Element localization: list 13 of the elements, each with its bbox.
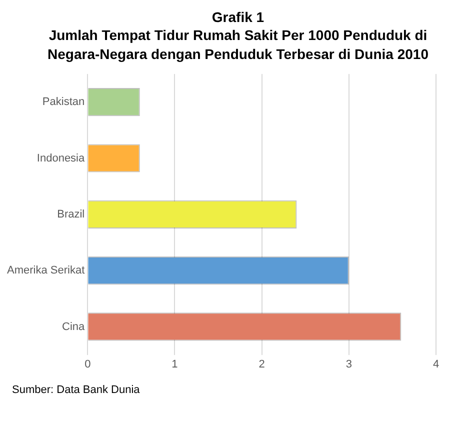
- x-tick-label: 4: [432, 358, 440, 370]
- y-tick-label: Amerika Serikat: [6, 264, 85, 277]
- y-tick-label: Brazil: [57, 208, 85, 220]
- x-tick-label: 2: [258, 358, 265, 370]
- chart-subtitle: Jumlah Tempat Tidur Rumah Sakit Per 1000 Penduduk di Negara-Negara dengan Penduduk Terbesar di Dunia 2010: [46, 26, 430, 64]
- y-tick-label: Pakistan: [42, 96, 85, 108]
- chart-title: Grafik 1: [210, 8, 266, 26]
- y-tick-label: Cina: [62, 320, 86, 333]
- x-tick-label: 3: [346, 358, 352, 370]
- text: Sumber: Data Bank Dunia: [11, 384, 141, 396]
- x-tick-label: 0: [84, 358, 91, 370]
- y-tick-label: Indonesia: [36, 152, 86, 164]
- x-tick-label: 1: [172, 358, 178, 370]
